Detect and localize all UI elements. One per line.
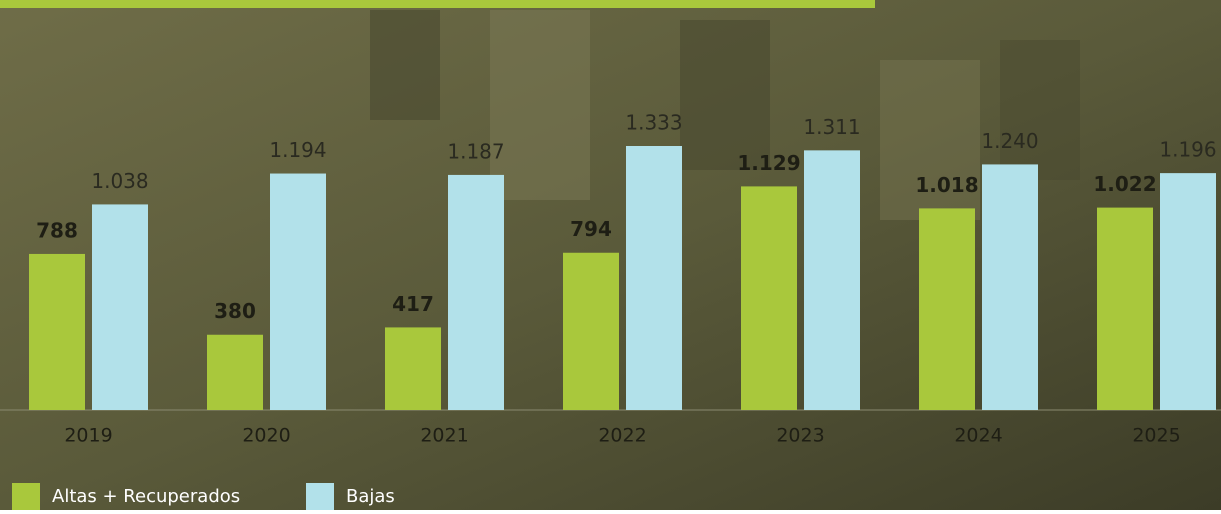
bar bbox=[1097, 207, 1153, 410]
bar bbox=[92, 204, 148, 410]
bar bbox=[804, 150, 860, 410]
value-label: 1.240 bbox=[981, 129, 1038, 153]
legend-label: Bajas bbox=[346, 486, 395, 507]
value-label: 1.333 bbox=[625, 111, 682, 135]
legend-label: Altas + Recuperados bbox=[52, 486, 240, 507]
value-label: 1.038 bbox=[91, 169, 148, 193]
photo bbox=[880, 60, 980, 220]
value-label: 1.187 bbox=[447, 139, 504, 163]
bar bbox=[982, 164, 1038, 410]
value-label: 417 bbox=[392, 292, 434, 316]
photo bbox=[490, 10, 590, 200]
x-tick-label: 2024 bbox=[954, 425, 1002, 447]
photo bbox=[680, 20, 770, 170]
value-label: 380 bbox=[214, 299, 256, 323]
value-label: 788 bbox=[36, 218, 78, 242]
value-label: 1.022 bbox=[1093, 172, 1156, 196]
x-tick-label: 2021 bbox=[420, 425, 468, 447]
bar bbox=[207, 334, 263, 410]
bar bbox=[448, 174, 504, 410]
x-tick-label: 2023 bbox=[776, 425, 824, 447]
x-tick-label: 2022 bbox=[598, 425, 646, 447]
value-label: 1.194 bbox=[269, 138, 326, 162]
bar bbox=[919, 208, 975, 410]
photo bbox=[370, 10, 440, 120]
bar bbox=[563, 252, 619, 410]
bar bbox=[29, 253, 85, 410]
value-label: 794 bbox=[570, 217, 612, 241]
bar bbox=[626, 146, 682, 410]
photo bbox=[1000, 40, 1080, 180]
legend-swatch bbox=[306, 483, 334, 510]
value-label: 1.129 bbox=[737, 151, 800, 175]
bar bbox=[385, 327, 441, 410]
value-label: 1.311 bbox=[803, 115, 860, 139]
value-label: 1.196 bbox=[1159, 138, 1216, 162]
x-tick-label: 2025 bbox=[1132, 425, 1180, 447]
x-tick-label: 2020 bbox=[242, 425, 290, 447]
top-bar bbox=[0, 0, 875, 8]
value-label: 1.018 bbox=[915, 173, 978, 197]
bar bbox=[1160, 173, 1216, 410]
x-tick-label: 2019 bbox=[64, 425, 112, 447]
bar bbox=[741, 186, 797, 410]
legend-swatch bbox=[12, 483, 40, 510]
bar bbox=[270, 173, 326, 410]
